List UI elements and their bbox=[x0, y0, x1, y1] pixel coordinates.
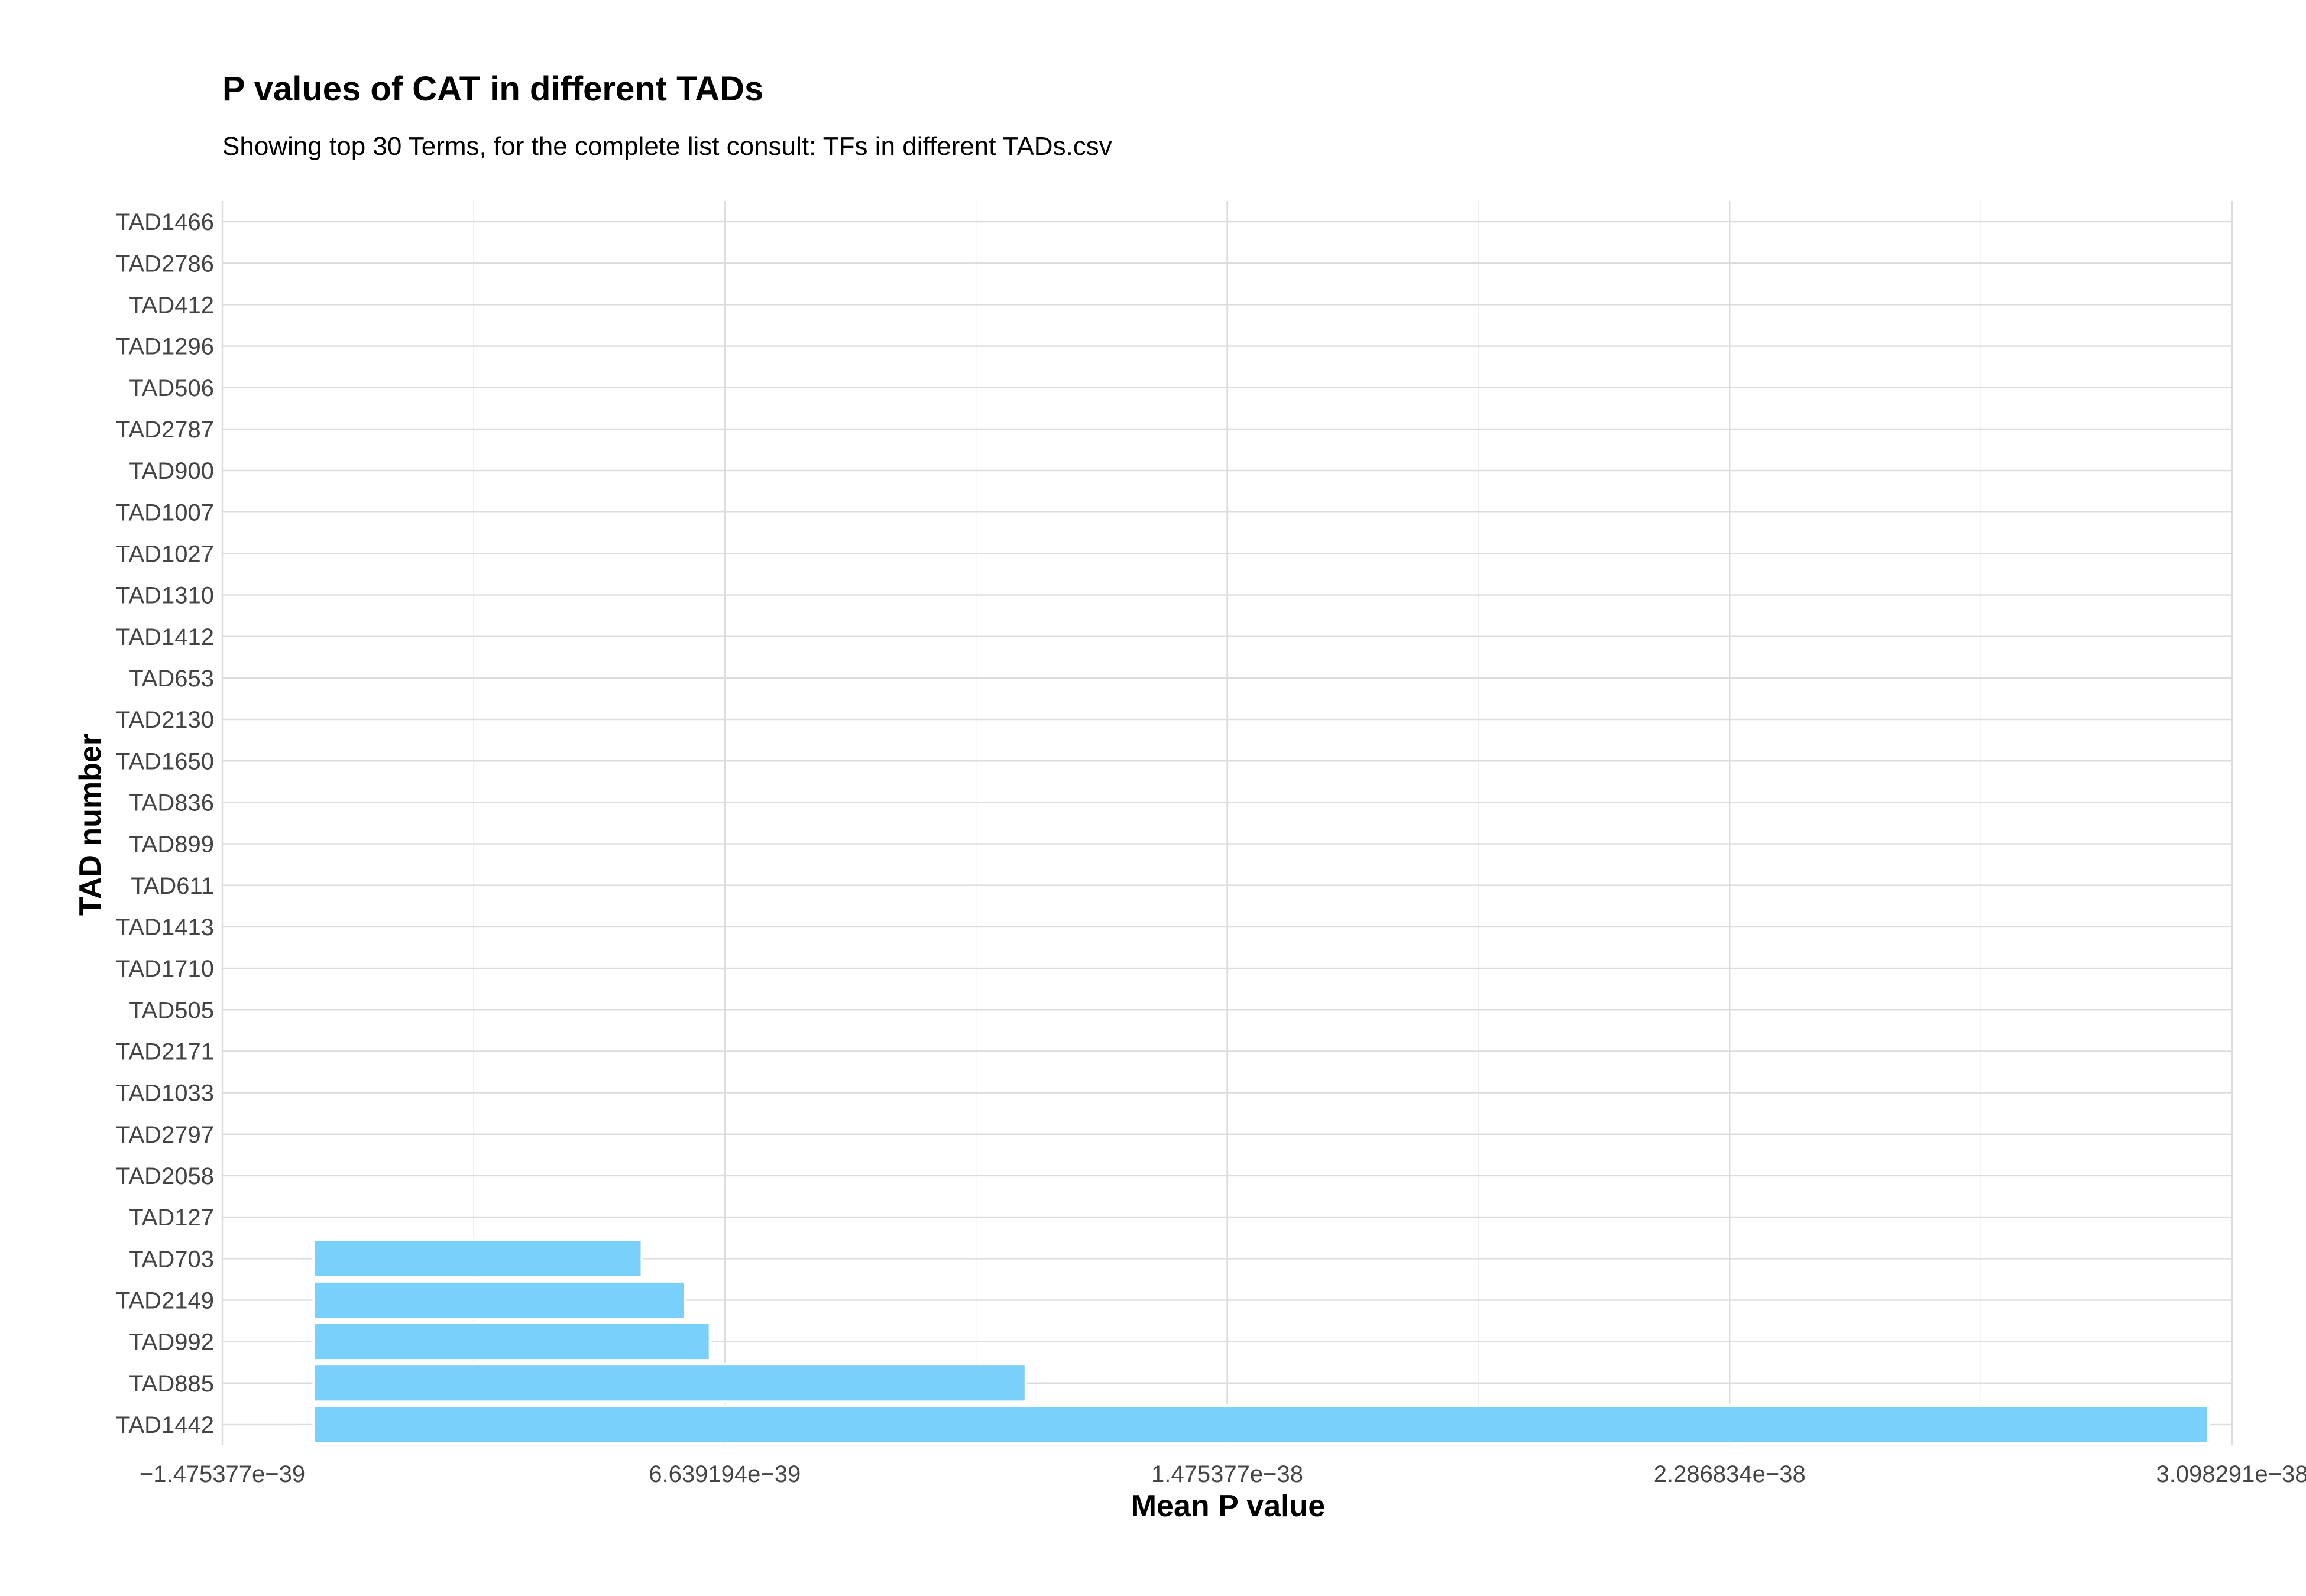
x-axis-tick-labels: −1.475377e−39 6.639194e−39 1.475377e−38 2.2… bbox=[140, 1461, 2306, 1487]
y-tick-label: TAD1007 bbox=[116, 499, 214, 525]
y-tick-label: TAD836 bbox=[129, 790, 214, 816]
y-tick-label: TAD992 bbox=[129, 1329, 214, 1355]
y-tick-label: TAD900 bbox=[129, 458, 214, 484]
y-tick-label: TAD1027 bbox=[116, 541, 214, 567]
y-tick-label: TAD1412 bbox=[116, 624, 214, 650]
y-tick-label: TAD1413 bbox=[116, 914, 214, 940]
y-tick-label: TAD2058 bbox=[116, 1163, 214, 1189]
bars bbox=[312, 1238, 2210, 1445]
y-axis-title: TAD number bbox=[73, 734, 108, 916]
y-tick-label: TAD1442 bbox=[116, 1412, 214, 1438]
y-tick-label: TAD1710 bbox=[116, 956, 214, 982]
x-tick-label: 2.286834e−38 bbox=[1654, 1461, 1806, 1487]
bar-tad885 bbox=[312, 1363, 1027, 1403]
y-tick-label: TAD505 bbox=[129, 997, 214, 1023]
y-tick-label: TAD127 bbox=[129, 1205, 214, 1231]
bar-tad703 bbox=[312, 1238, 643, 1279]
y-tick-label: TAD1296 bbox=[116, 334, 214, 360]
y-tick-label: TAD1033 bbox=[116, 1081, 214, 1107]
bar-tad2149 bbox=[312, 1280, 686, 1320]
y-tick-label: TAD412 bbox=[129, 292, 214, 318]
chart-title: P values of CAT in different TADs bbox=[222, 70, 763, 108]
y-tick-label: TAD1650 bbox=[116, 748, 214, 774]
x-tick-label: 1.475377e−38 bbox=[1151, 1461, 1303, 1487]
y-tick-label: TAD506 bbox=[129, 375, 214, 401]
x-tick-label: −1.475377e−39 bbox=[140, 1461, 305, 1487]
y-tick-label: TAD703 bbox=[129, 1246, 214, 1272]
y-axis-tick-labels: TAD1466 TAD2786 TAD412 TAD1296 TAD506 TAD2787… bbox=[116, 209, 214, 1438]
x-tick-label: 3.098291e−38 bbox=[2156, 1461, 2306, 1487]
y-tick-label: TAD1466 bbox=[116, 209, 214, 235]
y-tick-label: TAD611 bbox=[131, 873, 214, 899]
y-tick-label: TAD1310 bbox=[116, 583, 214, 609]
chart-subtitle: Showing top 30 Terms, for the complete l… bbox=[222, 132, 1112, 161]
y-tick-label: TAD2787 bbox=[116, 417, 214, 443]
y-tick-label: TAD885 bbox=[129, 1371, 214, 1397]
y-tick-label: TAD653 bbox=[129, 666, 214, 692]
y-tick-label: TAD2786 bbox=[116, 251, 214, 277]
bar-tad992 bbox=[312, 1322, 711, 1362]
y-tick-label: TAD2130 bbox=[116, 707, 214, 733]
bar-tad1442 bbox=[312, 1404, 2210, 1445]
x-axis-title: Mean P value bbox=[1131, 1489, 1326, 1523]
y-tick-label: TAD2149 bbox=[116, 1287, 214, 1313]
x-tick-label: 6.639194e−39 bbox=[649, 1461, 801, 1487]
y-tick-label: TAD899 bbox=[129, 832, 214, 858]
y-tick-label: TAD2797 bbox=[116, 1122, 214, 1148]
y-tick-label: TAD2171 bbox=[116, 1039, 214, 1065]
